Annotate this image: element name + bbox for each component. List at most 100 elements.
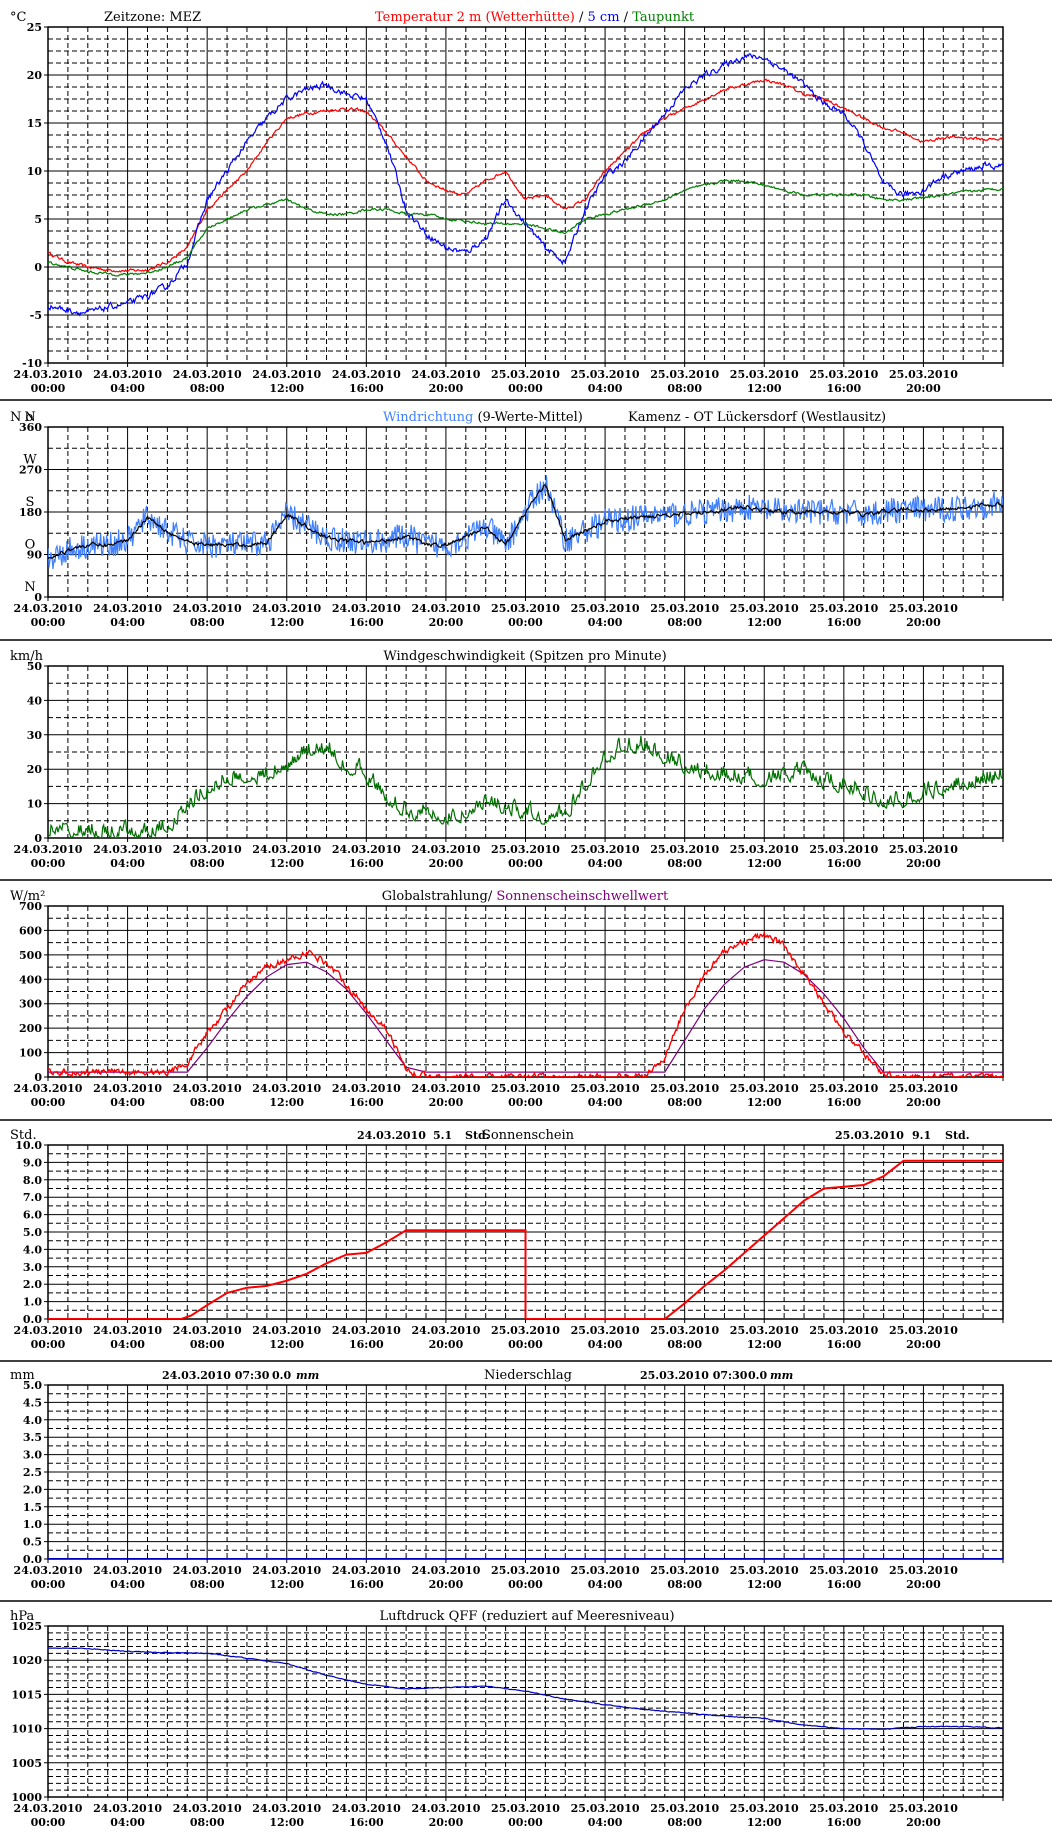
plot-frame [47,665,1004,839]
x-tick-time: 00:00 [508,1096,543,1109]
x-tick-date: 25.03.2010 [491,602,560,615]
y-tick-label: 4.0 [23,1414,42,1427]
x-tick-date: 25.03.2010 [650,602,719,615]
x-tick-time: 16:00 [349,1578,384,1591]
chart-panel-radiation: 010020030040050060070024.03.201000:0024.… [0,889,1052,1121]
x-tick-date: 24.03.2010 [332,1324,401,1337]
x-tick-date: 25.03.2010 [650,843,719,856]
x-tick-time: 16:00 [826,382,861,395]
chart-title: Windgeschwindigkeit (Spitzen pro Minute) [383,649,666,664]
x-tick-time: 16:00 [826,1578,861,1591]
x-tick-time: 12:00 [269,1578,304,1591]
y-tick-label: 0 [34,832,42,845]
series-line-radiation-0 [48,959,1003,1073]
x-tick-time: 16:00 [826,1096,861,1109]
plot-frame [47,26,1004,364]
x-tick-date: 24.03.2010 [252,843,321,856]
annotation-unit: Std. [465,1129,490,1142]
x-tick-date: 24.03.2010 [173,843,242,856]
x-tick-time: 08:00 [667,1338,702,1351]
y-unit-label: km/h [10,649,44,664]
y-tick-label: 180 [19,506,42,519]
y-tick-label: 200 [19,1022,42,1035]
x-tick-time: 08:00 [190,1816,225,1829]
x-tick-date: 25.03.2010 [571,368,640,381]
x-tick-time: 04:00 [110,1578,145,1591]
annotation-date: 25.03.2010 [835,1129,904,1142]
x-tick-time: 00:00 [508,1816,543,1829]
y-tick-label: 10.0 [15,1139,42,1152]
x-tick-time: 04:00 [588,1816,623,1829]
x-tick-time: 08:00 [190,1338,225,1351]
x-tick-time: 16:00 [349,1096,384,1109]
x-tick-date: 24.03.2010 [173,1324,242,1337]
x-tick-date: 24.03.2010 [14,1802,83,1815]
x-tick-time: 20:00 [429,1096,464,1109]
x-tick-date: 25.03.2010 [809,1082,878,1095]
series-line-pressure-0 [48,1647,1003,1730]
y-tick-label: 100 [19,1047,42,1060]
x-tick-time: 12:00 [747,382,782,395]
x-tick-date: 24.03.2010 [411,843,480,856]
y-tick-label: 1000 [11,1791,42,1804]
x-tick-date: 24.03.2010 [252,368,321,381]
x-tick-date: 24.03.2010 [14,368,83,381]
x-tick-time: 00:00 [31,616,66,629]
x-tick-time: 04:00 [588,616,623,629]
x-tick-date: 25.03.2010 [889,1564,958,1577]
x-tick-time: 00:00 [508,1578,543,1591]
x-tick-time: 04:00 [588,382,623,395]
y-tick-label: 40 [27,694,43,707]
chart-title-part: Taupunkt [632,10,695,25]
x-tick-date: 25.03.2010 [730,1082,799,1095]
x-tick-time: 16:00 [349,1338,384,1351]
x-tick-time: 04:00 [110,857,145,870]
x-tick-time: 16:00 [349,382,384,395]
x-tick-date: 25.03.2010 [650,368,719,381]
x-tick-date: 25.03.2010 [650,1324,719,1337]
x-tick-date: 25.03.2010 [730,602,799,615]
y-tick-label: 1.0 [23,1518,42,1531]
x-tick-time: 08:00 [190,382,225,395]
plot-frame [47,426,1004,598]
annotation-unit: mm [296,1369,319,1382]
compass-label: N [24,410,35,425]
y-tick-label: 90 [27,549,43,562]
x-tick-date: 25.03.2010 [571,1324,640,1337]
x-tick-date: 24.03.2010 [411,1564,480,1577]
x-tick-time: 12:00 [747,616,782,629]
x-tick-time: 04:00 [588,1578,623,1591]
x-tick-time: 08:00 [190,1096,225,1109]
y-unit-label: W/m² [10,889,45,904]
x-tick-date: 25.03.2010 [809,1324,878,1337]
chart-title-part: Windgeschwindigkeit (Spitzen pro Minute) [383,649,666,664]
x-tick-date: 24.03.2010 [252,1802,321,1815]
x-tick-date: 24.03.2010 [93,368,162,381]
x-tick-time: 12:00 [269,1096,304,1109]
x-tick-date: 24.03.2010 [173,1564,242,1577]
x-tick-time: 16:00 [349,616,384,629]
x-tick-time: 04:00 [588,857,623,870]
y-tick-label: 5.0 [23,1379,42,1392]
x-tick-time: 20:00 [429,1338,464,1351]
y-tick-label: 6.0 [23,1209,42,1222]
y-unit-label: °C [10,10,27,25]
y-unit-label: Std. [10,1128,37,1143]
chart-title-part: Niederschlag [484,1368,572,1383]
y-tick-label: 270 [19,464,42,477]
x-tick-time: 12:00 [269,616,304,629]
annotation-date: 24.03.2010 [357,1129,426,1142]
x-tick-date: 24.03.2010 [14,602,83,615]
x-tick-time: 12:00 [269,857,304,870]
series-line-radiation-1 [48,930,1003,1077]
x-tick-time: 20:00 [906,382,941,395]
y-tick-label: 3.0 [23,1261,42,1274]
chart-title: Temperatur 2 m (Wetterhütte) / 5 cm / Ta… [375,10,695,25]
x-tick-date: 24.03.2010 [93,602,162,615]
annotation-value: 0.0 [748,1369,767,1382]
x-tick-date: 24.03.2010 [14,1324,83,1337]
x-tick-date: 25.03.2010 [491,1082,560,1095]
x-tick-date: 24.03.2010 [411,1324,480,1337]
x-tick-date: 24.03.2010 [332,1082,401,1095]
y-tick-label: 1.5 [23,1501,42,1514]
